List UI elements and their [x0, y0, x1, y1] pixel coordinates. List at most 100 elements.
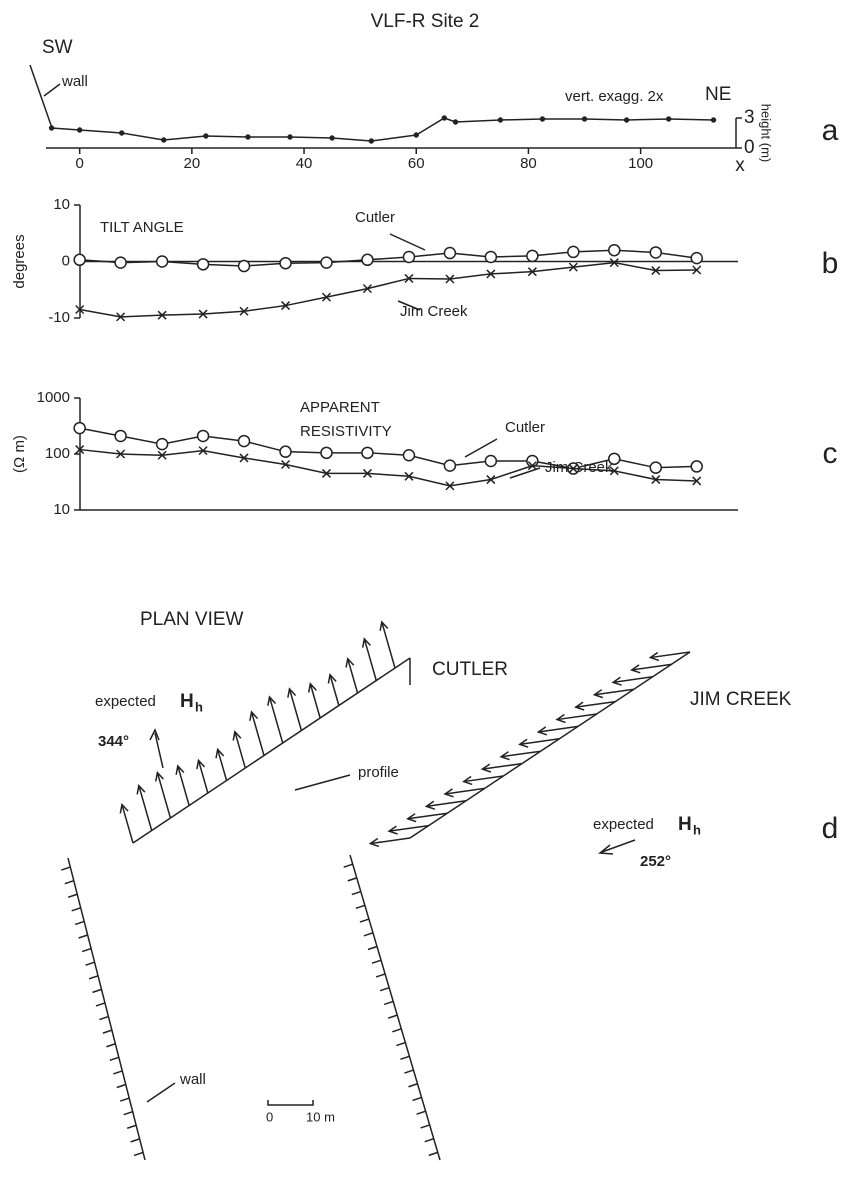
marker [279, 256, 292, 270]
panel-label: b [822, 247, 839, 280]
x-tick-label: 20 [184, 155, 201, 172]
marker [281, 301, 291, 311]
field-arrow [138, 785, 153, 831]
wall-hatch [412, 1096, 422, 1102]
angle: 344° [98, 733, 129, 750]
scale-zero: 0 [266, 1109, 273, 1124]
marker [581, 116, 588, 122]
marker [245, 134, 251, 140]
series-line [79, 249, 697, 267]
marker [567, 245, 580, 259]
title: VLF-R Site 2 [371, 11, 480, 32]
arrow-head [499, 751, 510, 761]
marker [157, 450, 167, 460]
field-arrow [250, 711, 265, 756]
series-line [51, 117, 714, 142]
arrow-head [361, 637, 371, 648]
arrow-head [327, 673, 337, 684]
profile-line [132, 657, 411, 844]
marker [484, 250, 498, 264]
wall-hatch [119, 1097, 130, 1102]
marker [690, 251, 703, 265]
wall-hatch [355, 904, 366, 910]
expected-arrow [154, 732, 164, 769]
marker [608, 452, 621, 466]
leader [146, 1082, 176, 1103]
field-arrow [234, 731, 247, 769]
wall-hatch [102, 1029, 113, 1034]
wall-hatch [396, 1041, 406, 1047]
field-arrow [612, 676, 653, 684]
field-arrow [177, 765, 190, 806]
wall-hatch [347, 877, 357, 882]
y-label: (Ω m) [11, 435, 28, 473]
scale-bar [267, 1100, 314, 1106]
arrow-head [267, 695, 277, 706]
marker [443, 246, 457, 260]
arrow-head [598, 844, 614, 855]
marker [119, 130, 125, 136]
wall-hatch [64, 879, 75, 885]
marker [155, 255, 169, 268]
y-tick-label: 0 [744, 137, 755, 158]
wall-hatch [78, 934, 88, 939]
arrow-head [480, 763, 492, 773]
marker [320, 256, 333, 269]
marker [486, 269, 496, 279]
marker [527, 267, 537, 277]
field-arrow [594, 688, 635, 696]
h: H [180, 691, 194, 712]
h-sub: h [693, 822, 701, 837]
field-arrow [631, 663, 672, 671]
annotation: NE [705, 84, 731, 105]
leader [509, 467, 541, 479]
arrow-head [611, 676, 622, 686]
marker [527, 461, 537, 471]
arrow-head [424, 800, 436, 810]
wall-hatch [61, 866, 71, 871]
arrow-head [630, 664, 641, 674]
marker [198, 446, 208, 456]
wall-hatch [116, 1083, 126, 1089]
leader [397, 300, 421, 311]
marker [237, 259, 251, 273]
field-arrow [500, 750, 541, 758]
wall-hatch [379, 986, 390, 992]
marker [623, 117, 630, 123]
wall-hatch [424, 1137, 434, 1143]
wall-hatch [81, 947, 92, 953]
marker [413, 132, 419, 138]
field-arrow [288, 688, 303, 731]
wall-hatch [95, 1002, 106, 1007]
marker [404, 273, 414, 283]
marker [665, 116, 672, 122]
marker [497, 117, 504, 123]
arrow-head [136, 783, 146, 795]
marker [710, 117, 717, 123]
leader [389, 233, 426, 251]
field-arrow [463, 775, 504, 783]
field-arrow [388, 824, 429, 832]
marker [361, 446, 374, 460]
series-line [79, 448, 697, 487]
profile-line [409, 651, 691, 839]
arrow-head [307, 682, 317, 693]
field-arrow [426, 800, 467, 808]
marker [73, 421, 86, 435]
expected: expected [593, 816, 654, 833]
x-tick-label: 0 [75, 155, 83, 172]
field-arrow [309, 683, 321, 719]
y-label: height (m) [759, 104, 774, 163]
marker [486, 475, 496, 485]
marker [609, 466, 619, 476]
wall-hatch [392, 1028, 402, 1033]
wall [67, 857, 146, 1161]
x-tick-label: 100 [628, 155, 653, 172]
marker [321, 292, 332, 302]
legend-cutler: Cutler [505, 419, 545, 436]
plan-title: PLAN VIEW [140, 609, 244, 630]
wall-hatch [85, 961, 95, 966]
field-arrow [482, 762, 523, 770]
marker [649, 246, 663, 259]
h-sub: h [195, 699, 203, 714]
